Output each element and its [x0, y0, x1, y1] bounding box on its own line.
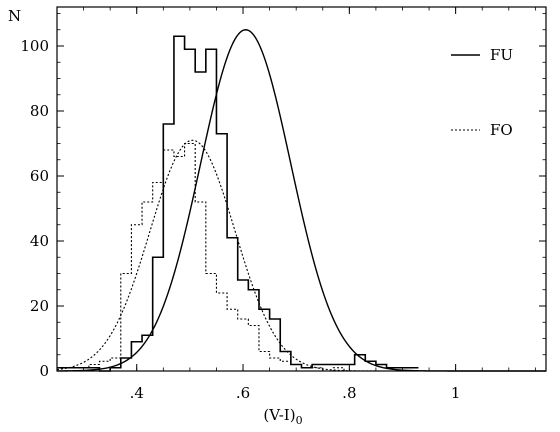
plot-frame — [56, 6, 547, 372]
histogram-fu — [57, 35, 419, 372]
series-group — [56, 29, 546, 372]
legend: FU FO — [451, 46, 513, 139]
x-axis-title-main: (V-I) — [263, 406, 295, 424]
y-tick-label-4: 80 — [30, 102, 49, 120]
y-tick-label-3: 60 — [30, 167, 49, 185]
y-tick-label-1: 20 — [30, 297, 49, 315]
legend-label-fu: FU — [490, 46, 513, 64]
x-tick-label-1: .6 — [236, 384, 250, 402]
fit-curve-fu — [57, 29, 546, 372]
x-tick-label-3: 1 — [451, 384, 461, 402]
fit-curve-fo — [56, 139, 546, 372]
tick-group: .4 .6 .8 1 0 20 40 60 80 100 — [20, 7, 546, 402]
y-axis-title: N — [8, 7, 21, 25]
y-tick-label-0: 0 — [39, 362, 49, 380]
x-tick-label-2: .8 — [342, 384, 356, 402]
y-tick-label-2: 40 — [30, 232, 49, 250]
x-tick-label-0: .4 — [130, 384, 144, 402]
x-axis-title: (V-I)0 — [263, 406, 302, 427]
y-tick-label-5: 100 — [20, 37, 49, 55]
legend-label-fo: FO — [490, 121, 513, 139]
x-axis-title-subscript: 0 — [296, 414, 303, 427]
histogram-fo — [57, 142, 419, 372]
